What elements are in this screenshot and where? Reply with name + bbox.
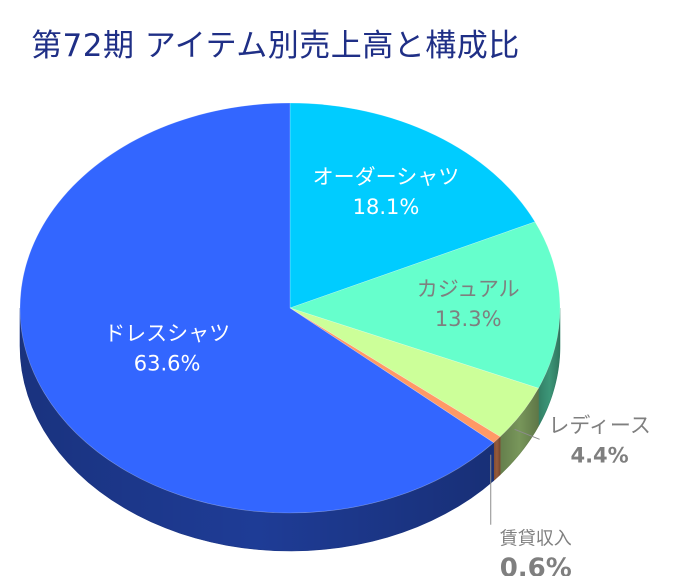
slice-label-4: ドレスシャツ (104, 321, 230, 345)
pie-side-shade-3 (493, 436, 501, 481)
pie-slice-0 (289, 102, 536, 309)
pie-slice-4 (19, 102, 495, 514)
slice-value-3: 0.6% (500, 554, 572, 576)
pie-tops (19, 102, 561, 514)
leader-line-2 (514, 428, 540, 440)
slice-label-2: レディース (548, 413, 650, 437)
pie-leaders (490, 428, 540, 525)
pie-side-shade-4 (20, 308, 494, 551)
pie-slice-3 (289, 307, 501, 443)
slice-value-0: 18.1% (353, 195, 420, 219)
pie-slice-2 (289, 307, 539, 438)
chart-title: 第72期 アイテム別売上高と構成比 (31, 28, 520, 64)
slice-value-2: 4.4% (570, 443, 628, 467)
slice-value-1: 13.3% (435, 307, 502, 331)
slice-label-0: オーダーシャツ (313, 165, 460, 189)
slice-label-3: 賃貸収入 (500, 529, 572, 550)
slice-label-1: カジュアル (417, 277, 520, 301)
pie-side-shade-1 (538, 308, 560, 427)
pie-slice-1 (289, 221, 561, 389)
slice-value-4: 63.6% (134, 351, 201, 375)
pie-labels: オーダーシャツ 18.1% カジュアル 13.3% レディース 4.4% 賃貸収入 0.6% ド… (104, 165, 651, 576)
